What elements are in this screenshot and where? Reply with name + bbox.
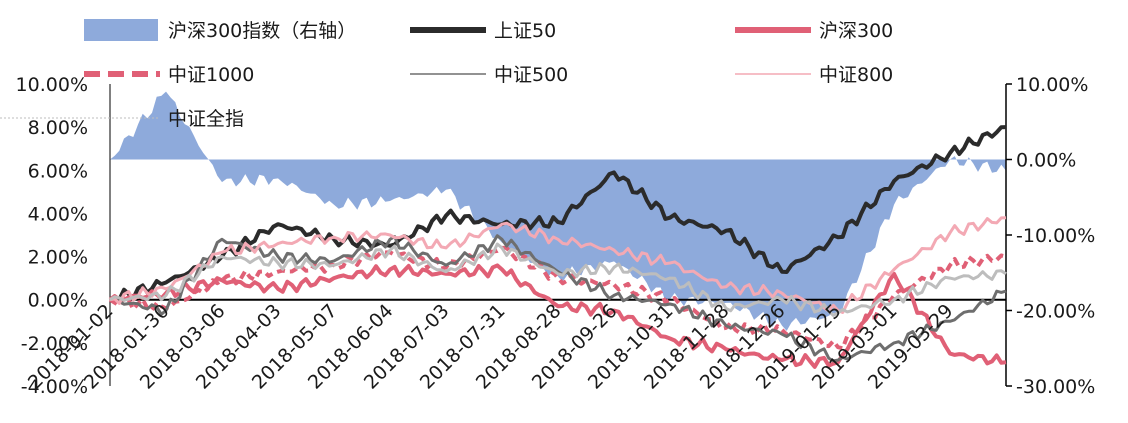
left-y-tick-label: 8.00% bbox=[28, 117, 88, 139]
line-series-6 bbox=[109, 242, 1007, 317]
line-series-4 bbox=[109, 234, 1007, 363]
line-series-1 bbox=[109, 125, 1007, 305]
legend-label: 沪深300指数（右轴） bbox=[168, 20, 356, 42]
right-y-tick-label: -30.00% bbox=[1016, 376, 1095, 398]
left-y-tick-label: -2.00% bbox=[21, 333, 88, 355]
left-y-tick-label: 10.00% bbox=[16, 74, 88, 96]
line-series-5 bbox=[109, 216, 1007, 314]
legend-label: 中证500 bbox=[494, 64, 568, 86]
legend-label: 沪深300 bbox=[819, 20, 893, 42]
legend-label: 中证1000 bbox=[168, 64, 254, 86]
lines-layer bbox=[108, 125, 1007, 369]
left-y-tick-label: -4.00% bbox=[21, 376, 88, 398]
left-y-tick-label: 4.00% bbox=[28, 203, 88, 225]
legend-label: 上证50 bbox=[494, 20, 556, 42]
right-y-tick-label: -20.00% bbox=[1016, 301, 1095, 323]
left-y-tick-label: 0.00% bbox=[28, 290, 88, 312]
legend-label: 中证800 bbox=[819, 64, 893, 86]
right-y-tick-label: -10.00% bbox=[1016, 225, 1095, 247]
left-y-tick-label: 6.00% bbox=[28, 160, 88, 182]
left-y-tick-label: 2.00% bbox=[28, 247, 88, 269]
area-layer bbox=[110, 91, 1006, 331]
legend-label: 中证全指 bbox=[168, 108, 244, 130]
area-series-hs300-index bbox=[110, 91, 1006, 331]
legend-swatch-area bbox=[84, 19, 158, 41]
right-y-tick-label: 10.00% bbox=[1016, 74, 1088, 96]
line-series-3 bbox=[108, 245, 1007, 351]
right-y-tick-label: 0.00% bbox=[1016, 150, 1076, 172]
legend: 沪深300指数（右轴） 上证50 沪深300 中证1000 中证500 中证800 中证全指 bbox=[0, 19, 893, 130]
